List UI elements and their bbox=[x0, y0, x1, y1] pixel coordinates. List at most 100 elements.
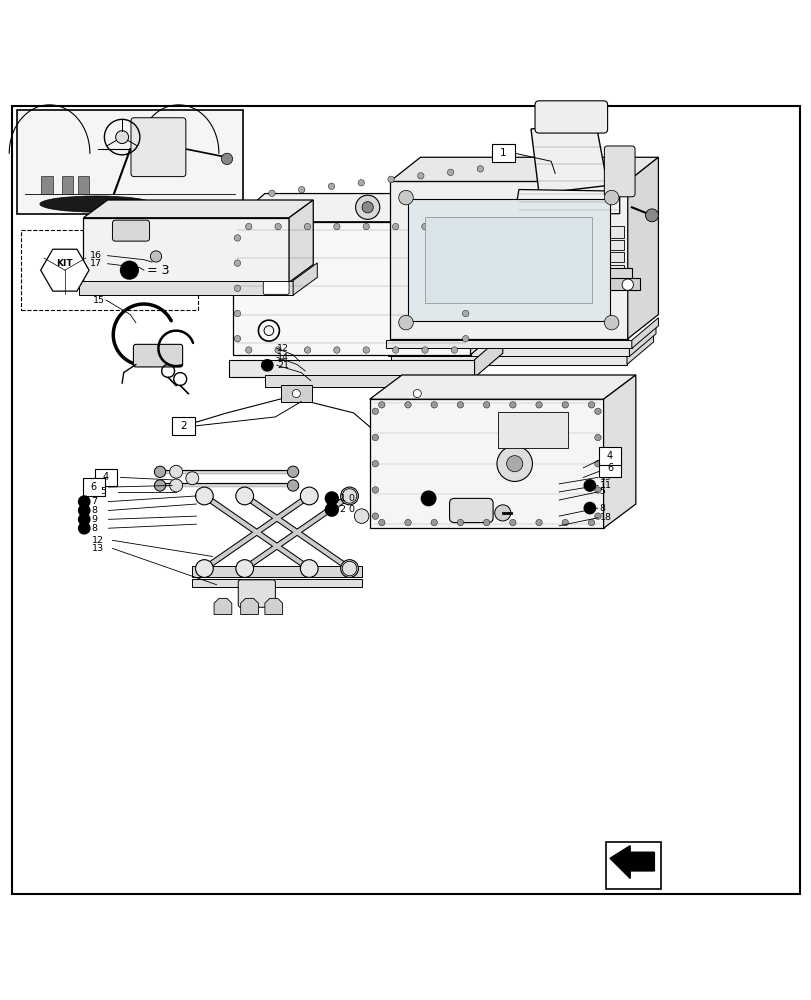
Circle shape bbox=[169, 479, 182, 492]
FancyBboxPatch shape bbox=[263, 281, 289, 294]
Text: 9: 9 bbox=[91, 515, 97, 524]
FancyBboxPatch shape bbox=[534, 101, 607, 133]
Circle shape bbox=[392, 223, 398, 230]
Bar bbox=[506, 278, 639, 290]
Circle shape bbox=[405, 519, 410, 526]
Circle shape bbox=[462, 235, 468, 241]
Circle shape bbox=[275, 223, 281, 230]
Polygon shape bbox=[369, 375, 635, 399]
Circle shape bbox=[234, 310, 240, 317]
Bar bbox=[388, 348, 629, 356]
Circle shape bbox=[363, 347, 369, 353]
Circle shape bbox=[358, 180, 364, 186]
Text: 5: 5 bbox=[599, 487, 605, 496]
Circle shape bbox=[398, 190, 413, 205]
Bar bbox=[401, 385, 432, 402]
Polygon shape bbox=[609, 846, 654, 878]
Circle shape bbox=[363, 223, 369, 230]
Circle shape bbox=[120, 261, 138, 279]
Bar bbox=[84, 218, 289, 282]
Circle shape bbox=[371, 460, 378, 467]
Bar bbox=[281, 385, 311, 402]
Polygon shape bbox=[530, 121, 607, 194]
Text: 14: 14 bbox=[277, 353, 289, 362]
Circle shape bbox=[603, 190, 618, 205]
Bar bbox=[83, 478, 105, 496]
Text: 21: 21 bbox=[277, 361, 289, 370]
Circle shape bbox=[594, 513, 600, 519]
Text: 7: 7 bbox=[91, 497, 97, 506]
Circle shape bbox=[342, 561, 356, 576]
Polygon shape bbox=[41, 249, 89, 291]
Circle shape bbox=[261, 360, 272, 371]
FancyBboxPatch shape bbox=[112, 220, 149, 241]
Circle shape bbox=[587, 402, 594, 408]
Text: 5: 5 bbox=[101, 487, 106, 496]
Circle shape bbox=[462, 335, 468, 342]
Text: 8: 8 bbox=[599, 504, 605, 513]
Circle shape bbox=[594, 434, 600, 441]
Circle shape bbox=[304, 223, 311, 230]
Circle shape bbox=[462, 310, 468, 317]
Circle shape bbox=[506, 456, 522, 472]
Text: 8: 8 bbox=[91, 524, 97, 533]
FancyBboxPatch shape bbox=[131, 118, 186, 177]
Circle shape bbox=[79, 514, 90, 525]
Polygon shape bbox=[84, 200, 313, 218]
Bar bbox=[598, 459, 620, 477]
Ellipse shape bbox=[40, 196, 152, 212]
Circle shape bbox=[594, 460, 600, 467]
Polygon shape bbox=[514, 190, 619, 214]
Circle shape bbox=[341, 487, 358, 505]
Bar bbox=[407, 199, 609, 321]
Text: 12: 12 bbox=[277, 344, 289, 353]
Polygon shape bbox=[293, 263, 317, 295]
Circle shape bbox=[457, 402, 463, 408]
Circle shape bbox=[195, 487, 213, 505]
Circle shape bbox=[300, 487, 318, 505]
Circle shape bbox=[354, 509, 368, 523]
Circle shape bbox=[300, 560, 318, 577]
Polygon shape bbox=[629, 326, 655, 356]
Text: 1: 1 bbox=[500, 148, 506, 158]
Text: 6: 6 bbox=[606, 463, 612, 473]
Text: 2 0: 2 0 bbox=[340, 505, 354, 514]
Bar bbox=[518, 226, 623, 238]
Text: 4: 4 bbox=[103, 472, 109, 482]
Circle shape bbox=[115, 131, 128, 144]
Circle shape bbox=[235, 560, 253, 577]
Bar bbox=[20, 230, 198, 310]
Bar bbox=[172, 417, 195, 435]
Circle shape bbox=[431, 402, 437, 408]
Bar bbox=[192, 566, 361, 577]
Circle shape bbox=[355, 195, 380, 219]
Polygon shape bbox=[232, 222, 470, 355]
Bar bbox=[62, 176, 73, 194]
Circle shape bbox=[275, 347, 281, 353]
Polygon shape bbox=[240, 598, 258, 615]
Circle shape bbox=[234, 260, 240, 266]
Circle shape bbox=[462, 285, 468, 292]
Bar bbox=[390, 356, 626, 365]
Polygon shape bbox=[474, 335, 502, 377]
Circle shape bbox=[150, 251, 161, 262]
Bar bbox=[41, 176, 53, 194]
Polygon shape bbox=[389, 157, 658, 181]
Bar bbox=[605, 842, 660, 889]
Circle shape bbox=[287, 480, 298, 491]
Circle shape bbox=[587, 519, 594, 526]
Text: 4: 4 bbox=[606, 451, 612, 461]
Text: 13: 13 bbox=[92, 544, 104, 553]
Circle shape bbox=[169, 465, 182, 478]
Circle shape bbox=[388, 176, 394, 183]
Text: 15: 15 bbox=[93, 296, 105, 305]
Polygon shape bbox=[631, 318, 658, 348]
Circle shape bbox=[413, 390, 421, 398]
Circle shape bbox=[621, 279, 633, 290]
Bar bbox=[95, 469, 117, 486]
Bar bbox=[389, 181, 627, 339]
Circle shape bbox=[186, 472, 199, 485]
Text: = 3: = 3 bbox=[147, 264, 169, 277]
Text: 18: 18 bbox=[599, 513, 611, 522]
Circle shape bbox=[561, 519, 568, 526]
